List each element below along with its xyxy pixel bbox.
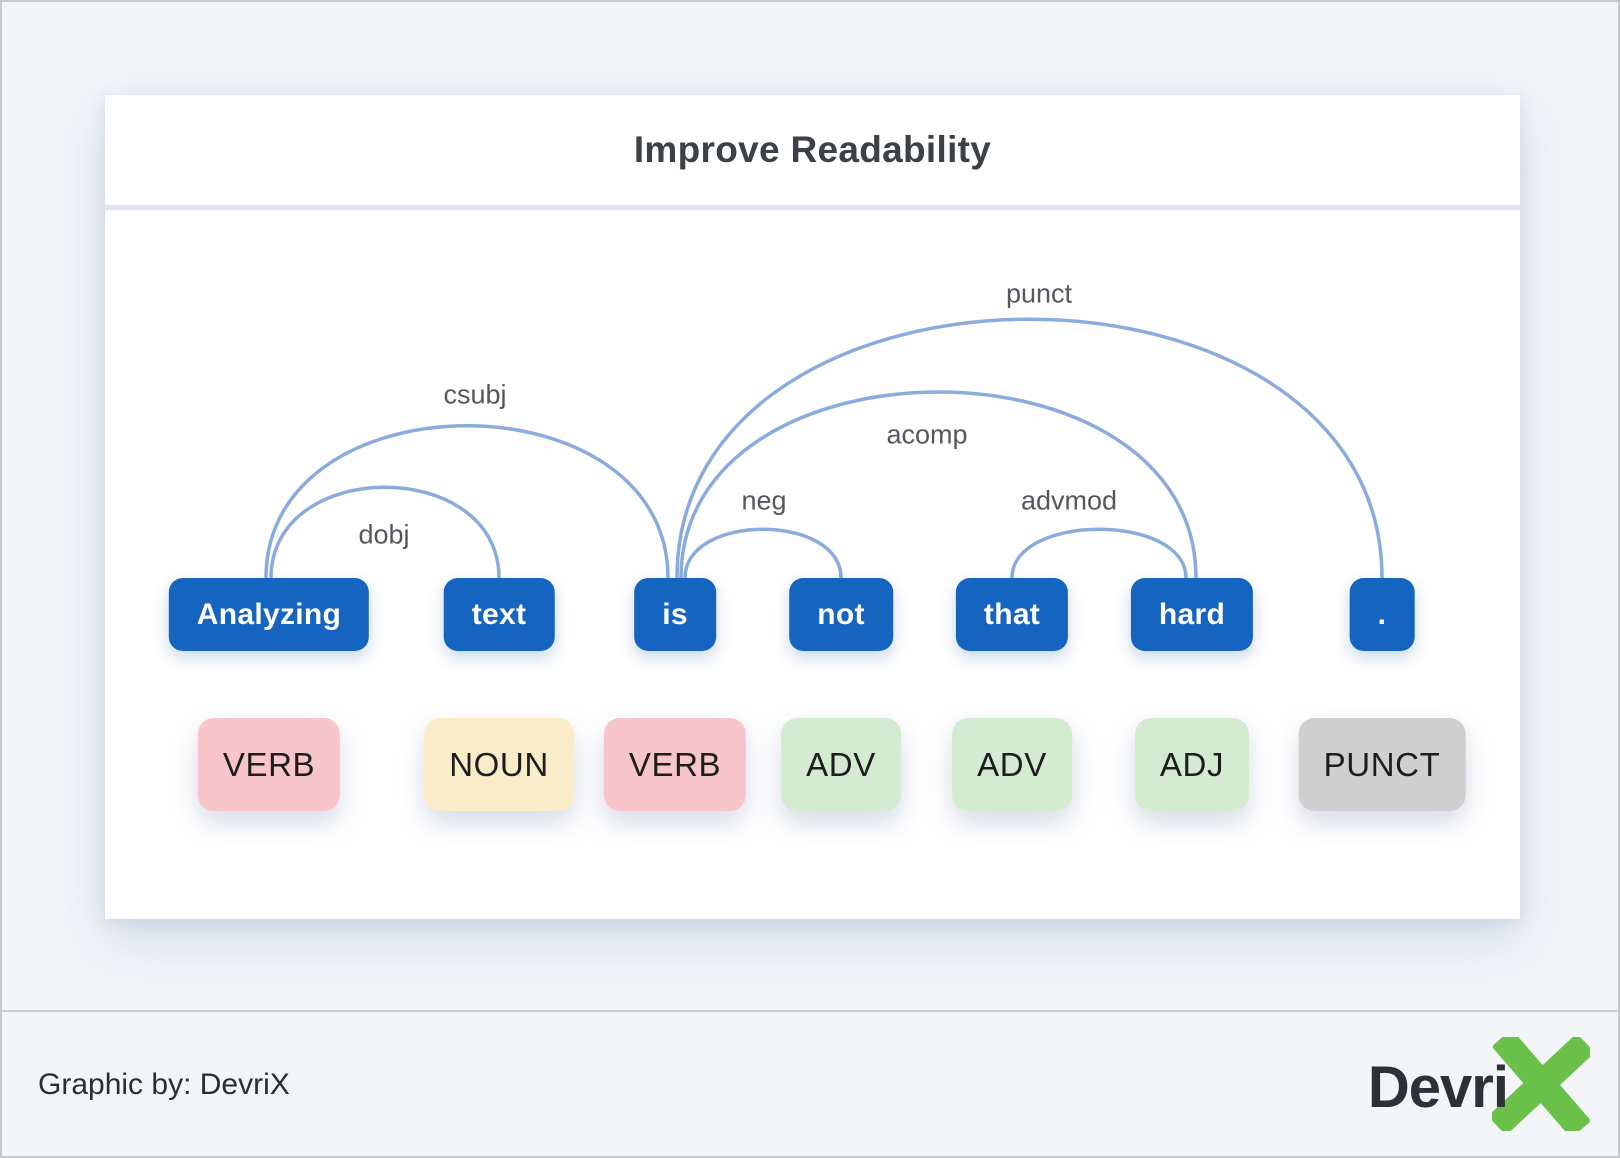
footer-divider xyxy=(2,1010,1620,1012)
pos-box-3-adv: ADV xyxy=(781,718,901,811)
arc-neg xyxy=(683,527,843,580)
devrix-logo-text: Devri xyxy=(1367,1054,1509,1120)
pos-box-6-punct: PUNCT xyxy=(1298,718,1466,811)
page-title: Improve Readability xyxy=(633,129,992,170)
pos-box-0-verb: VERB xyxy=(197,718,341,811)
title-divider xyxy=(105,205,1520,210)
arc-advmod xyxy=(1010,527,1188,580)
dependency-arcs-svg xyxy=(264,317,1384,580)
arc-punct xyxy=(675,317,1384,580)
devrix-logo: Devri xyxy=(1368,1032,1590,1142)
dependency-diagram: dobj csubj neg acomp advmod punct Analyzing VER… xyxy=(105,95,1520,919)
devrix-logo-x-icon xyxy=(1492,1037,1590,1131)
word-box-analyzing: Analyzing xyxy=(168,578,370,651)
arc-label-neg: neg xyxy=(741,485,787,516)
arc-dobj xyxy=(269,485,501,580)
pos-box-1-noun: NOUN xyxy=(424,718,574,811)
word-box-text: text xyxy=(443,578,555,651)
word-box-hard: hard xyxy=(1130,578,1254,651)
word-box-is: is xyxy=(634,578,716,651)
word-box-not: not xyxy=(789,578,893,651)
arc-label-punct: punct xyxy=(1005,278,1073,309)
arc-csubj xyxy=(264,424,670,580)
pos-box-5-adj: ADJ xyxy=(1134,718,1250,811)
word-box-period: . xyxy=(1349,578,1415,651)
arc-label-dobj: dobj xyxy=(358,519,410,550)
pos-box-4-adv: ADV xyxy=(952,718,1072,811)
arc-label-advmod: advmod xyxy=(1020,485,1118,516)
pos-box-2-verb: VERB xyxy=(603,718,747,811)
diagram-card: Improve Readability dobj csubj neg acomp adv… xyxy=(105,95,1520,919)
arc-label-acomp: acomp xyxy=(886,419,968,450)
arc-acomp xyxy=(679,390,1198,580)
footer-credit: Graphic by: DevriX xyxy=(38,1068,290,1101)
arc-label-csubj: csubj xyxy=(443,379,507,410)
word-box-that: that xyxy=(955,578,1069,651)
